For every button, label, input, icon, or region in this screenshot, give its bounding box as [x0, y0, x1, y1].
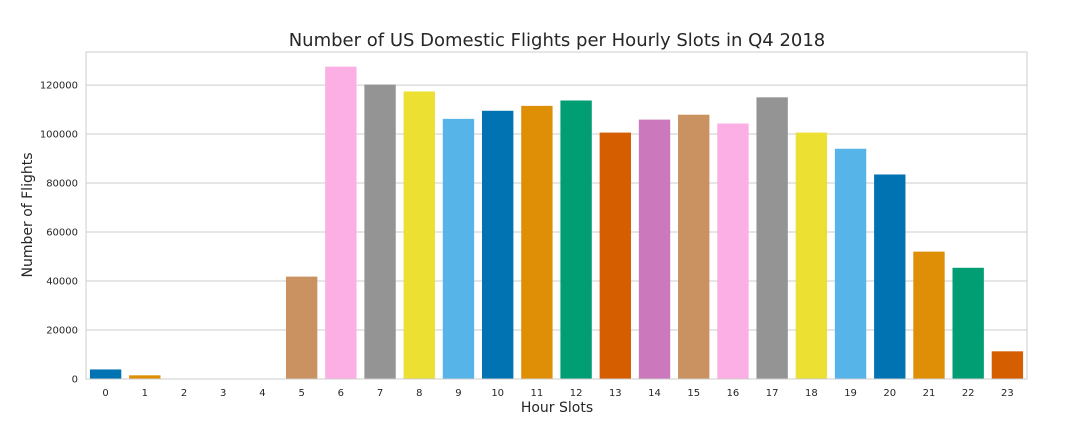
x-tick-label: 1	[142, 388, 148, 399]
grid-lines	[86, 84, 1027, 331]
bar	[991, 351, 1024, 379]
x-tick-labels: 0 1 2 3 4 5 6 7 8 9 10 11 12 13 14 15 16 17 18 19 20 21 22 23	[102, 388, 1013, 399]
x-tick-label: 23	[1001, 388, 1014, 399]
x-tick-label: 22	[962, 388, 975, 399]
bar	[560, 100, 592, 380]
x-tick-label: 15	[687, 388, 700, 399]
y-tick-label: 60000	[46, 228, 78, 239]
bar	[521, 105, 553, 380]
x-tick-label: 10	[491, 388, 504, 399]
x-tick-label: 13	[609, 388, 622, 399]
bar	[638, 119, 671, 379]
x-tick-label: 0	[102, 388, 108, 399]
bar	[834, 148, 867, 379]
y-tick-label: 20000	[46, 326, 78, 337]
bars-group	[89, 66, 1024, 380]
y-axis-label: Number of Flights	[20, 152, 36, 277]
chart-title: Number of US Domestic Flights per Hourly…	[289, 30, 826, 51]
bar	[285, 276, 318, 379]
bar	[678, 114, 710, 379]
x-tick-label: 8	[416, 388, 422, 399]
bar	[913, 251, 945, 379]
y-tick-labels: 0 20000 40000 60000 80000 100000 120000	[40, 81, 78, 386]
bar	[364, 84, 396, 380]
y-tick-label: 120000	[40, 81, 78, 92]
x-tick-label: 9	[455, 388, 461, 399]
bar	[952, 267, 984, 379]
y-tick-label: 100000	[40, 130, 78, 141]
bar	[403, 91, 435, 380]
x-tick-label: 14	[648, 388, 661, 399]
bar	[129, 375, 161, 379]
x-tick-label: 16	[727, 388, 740, 399]
plot-frame	[85, 51, 1028, 380]
bar	[874, 174, 906, 379]
x-tick-label: 11	[531, 388, 544, 399]
x-tick-label: 17	[766, 388, 779, 399]
x-tick-label: 19	[844, 388, 857, 399]
x-tick-label: 2	[181, 388, 187, 399]
x-tick-label: 12	[570, 388, 583, 399]
y-tick-label: 40000	[46, 277, 78, 288]
bar	[442, 118, 475, 379]
bar	[325, 66, 357, 380]
x-tick-label: 21	[923, 388, 936, 399]
x-axis-label: Hour Slots	[521, 400, 593, 416]
bar	[795, 132, 828, 379]
bar	[756, 97, 788, 379]
y-tick-label: 80000	[46, 179, 78, 190]
y-tick-label: 0	[72, 375, 78, 386]
bar	[89, 369, 122, 379]
x-tick-label: 7	[377, 388, 383, 399]
bar	[482, 110, 514, 380]
x-tick-label: 5	[298, 388, 304, 399]
x-tick-label: 4	[259, 388, 265, 399]
bar	[599, 132, 631, 379]
bar	[717, 123, 749, 380]
x-tick-label: 20	[883, 388, 896, 399]
x-tick-label: 3	[220, 388, 226, 399]
x-tick-label: 18	[805, 388, 818, 399]
x-tick-label: 6	[338, 388, 344, 399]
